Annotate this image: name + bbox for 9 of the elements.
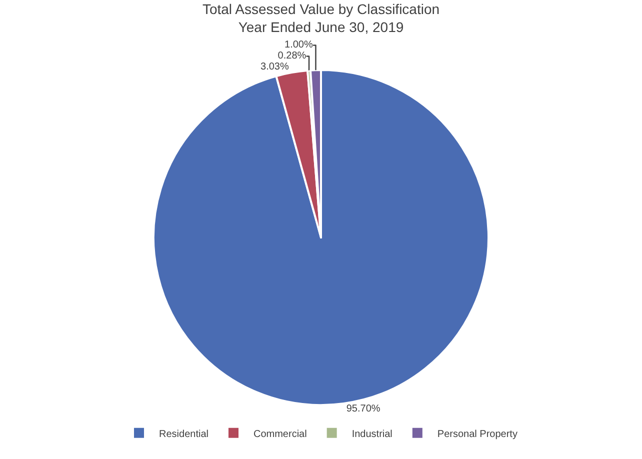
legend-label: Industrial bbox=[352, 428, 392, 440]
chart-title: Total Assessed Value by Classification Year Ended June 30, 2019 bbox=[202, 0, 440, 35]
legend-label: Personal Property bbox=[437, 428, 518, 440]
legend-label: Commercial bbox=[253, 428, 307, 440]
data-label: 0.28% bbox=[278, 50, 306, 62]
legend-label: Residential bbox=[159, 428, 208, 440]
data-label: 95.70% bbox=[346, 403, 380, 414]
data-label: 3.03% bbox=[260, 62, 289, 73]
data-label: 1.00% bbox=[284, 40, 313, 51]
